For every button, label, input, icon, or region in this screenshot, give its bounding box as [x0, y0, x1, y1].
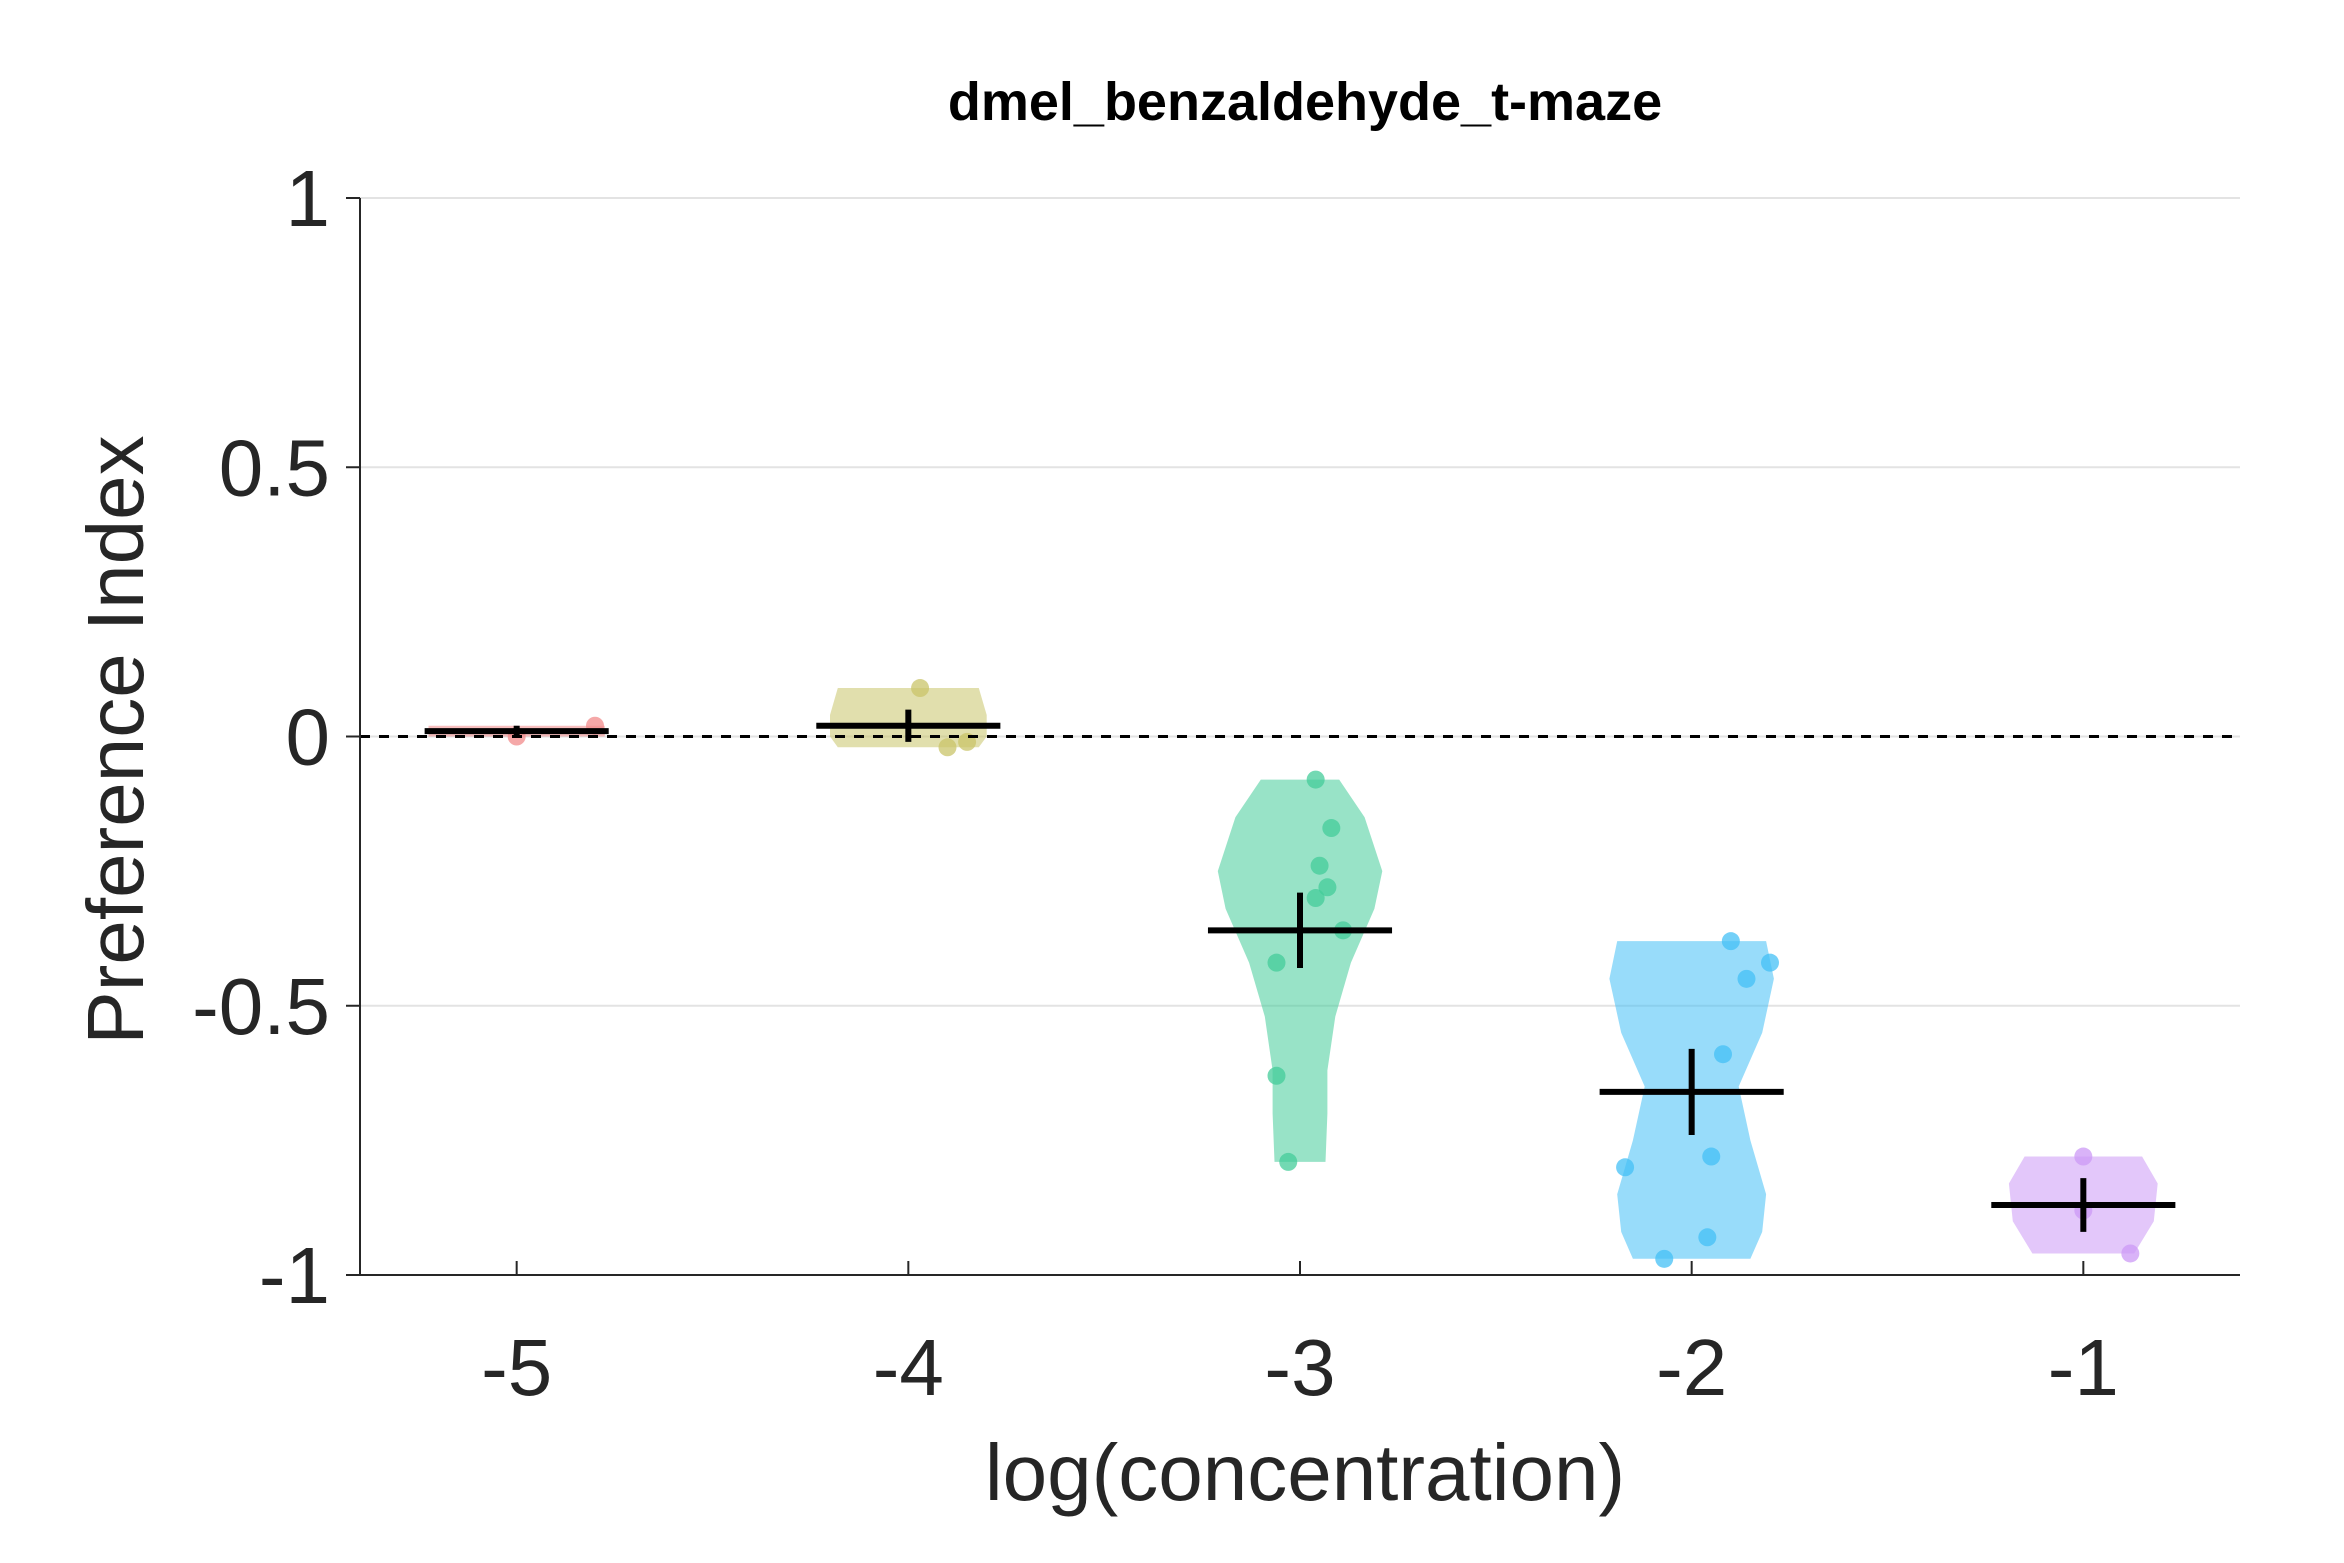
data-point [1655, 1249, 1674, 1268]
data-point [1721, 932, 1740, 951]
data-point [1616, 1158, 1635, 1177]
data-point [1714, 1045, 1732, 1064]
violin-body [1217, 779, 1383, 1162]
x-axis-label: log(concentration) [985, 1428, 1625, 1517]
data-point [1267, 953, 1286, 972]
x-tick-label: -1 [2048, 1323, 2119, 1412]
data-point [1702, 1147, 1721, 1166]
data-point [938, 738, 957, 757]
data-point [2074, 1147, 2093, 1166]
data-point [1761, 953, 1779, 972]
x-tick-label: -4 [873, 1323, 944, 1412]
y-tick-label: 0 [286, 693, 331, 782]
y-tick-label: -1 [259, 1231, 330, 1320]
mean-error-markers [424, 709, 2176, 1232]
data-point [1310, 856, 1329, 875]
data-point [1318, 878, 1337, 897]
y-tick-label: -0.5 [192, 962, 330, 1051]
data-point [1737, 969, 1756, 988]
x-tick-label: -2 [1656, 1323, 1727, 1412]
data-point [1267, 1066, 1286, 1085]
y-tick-label: 1 [286, 154, 331, 243]
data-point [1698, 1228, 1717, 1247]
tick-labels: 1 0.5 0 -0.5 -1 -5 -4 -3 -2 -1 [192, 154, 2119, 1412]
data-point [1322, 819, 1341, 838]
y-axis-label: Preference Index [71, 435, 160, 1044]
y-tick-label: 0.5 [219, 423, 330, 512]
data-point [1279, 1152, 1298, 1171]
data-point [911, 679, 930, 698]
data-point [1306, 889, 1325, 908]
x-tick-label: -3 [1264, 1323, 1335, 1412]
data-point [2121, 1244, 2140, 1263]
data-point [1306, 770, 1325, 789]
chart-title: dmel_benzaldehyde_t-maze [948, 72, 1662, 132]
axes [346, 197, 2240, 1276]
violins [428, 688, 2158, 1259]
x-tick-label: -5 [481, 1323, 552, 1412]
